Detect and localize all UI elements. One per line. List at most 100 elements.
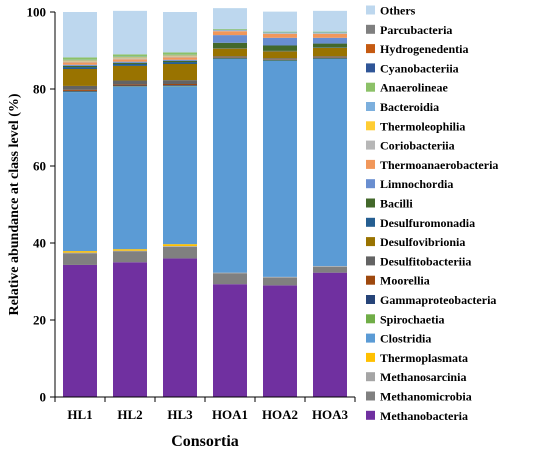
- bar-segment-limnochordia-hl1: [63, 65, 97, 66]
- legend-item-spirochaetia: Spirochaetia: [366, 312, 444, 326]
- bar-segment-bacteroidia-hl1: [63, 60, 97, 61]
- legend-swatch: [366, 237, 375, 246]
- legend-swatch: [366, 160, 375, 169]
- legend-label: Thermoplasmata: [380, 351, 468, 365]
- legend-swatch: [366, 141, 375, 150]
- legend-swatch: [366, 256, 375, 265]
- bar-segment-bacilli-hoa1: [213, 43, 247, 48]
- legend-label: Moorellia: [380, 274, 430, 288]
- bar-segment-others-hoa3: [313, 11, 347, 32]
- bar-segment-desulfitobacteriia-hoa2: [263, 58, 297, 59]
- bar-segment-clostridia-hoa3: [313, 59, 347, 266]
- bar-segment-desulfovibrionia-hl1: [63, 69, 97, 86]
- bar-segment-gammaproteobacteria-hoa3: [313, 58, 347, 59]
- bar-segment-desulfuromonadia-hl1: [63, 67, 97, 69]
- legend-item-clostridia: Clostridia: [366, 332, 431, 346]
- bar-segment-methanosarcinia-hoa1: [213, 273, 247, 274]
- bar-segment-clostridia-hl2: [113, 87, 147, 249]
- bar-segment-desulfovibrionia-hoa2: [263, 51, 297, 58]
- bar-segment-bacilli-hoa3: [313, 44, 347, 48]
- legend-swatch: [366, 353, 375, 362]
- bar-segment-methanobacteria-hl2: [113, 262, 147, 397]
- bar-segment-anaerolineae-hoa1: [213, 29, 247, 30]
- bar-segment-bacteroidia-hoa3: [313, 32, 347, 33]
- bar-segment-anaerolineae-hoa3: [313, 32, 347, 33]
- legend-swatch: [366, 6, 375, 15]
- legend-label: Methanosarcinia: [380, 370, 466, 384]
- bar-segment-desulfovibrionia-hoa1: [213, 49, 247, 57]
- bar-segment-coriobacteriia-hl3: [163, 56, 197, 57]
- legend-label: Spirochaetia: [380, 312, 444, 326]
- legend: OthersParcubacteriaHydrogenedentiaCyanob…: [366, 4, 498, 423]
- x-tick-label: HOA3: [312, 407, 349, 422]
- bar-segment-desulfovibrionia-hoa3: [313, 48, 347, 56]
- bar-segment-methanomicrobia-hl1: [63, 253, 97, 265]
- legend-item-hydrogenedentia: Hydrogenedentia: [366, 42, 468, 56]
- bar-segment-coriobacteriia-hoa3: [313, 33, 347, 34]
- legend-label: Bacilli: [380, 197, 413, 211]
- x-tick-label: HL1: [67, 407, 92, 422]
- bar-segment-bacilli-hl1: [63, 66, 97, 67]
- bar-segment-methanosarcinia-hl1: [63, 253, 97, 254]
- legend-item-cyanobacteriia: Cyanobacteriia: [366, 61, 459, 75]
- legend-label: Methanobacteria: [380, 409, 468, 423]
- legend-swatch: [366, 102, 375, 111]
- bar-segment-coriobacteriia-hl2: [113, 58, 147, 59]
- legend-label: Gammaproteobacteria: [380, 293, 496, 307]
- legend-label: Cyanobacteriia: [380, 61, 459, 75]
- legend-item-thermoplasmata: Thermoplasmata: [366, 351, 468, 365]
- legend-swatch: [366, 199, 375, 208]
- legend-swatch: [366, 411, 375, 420]
- legend-swatch: [366, 179, 375, 188]
- y-tick-label: 0: [40, 390, 47, 405]
- bar-segment-anaerolineae-hl1: [63, 57, 97, 59]
- bar-segment-methanobacteria-hl3: [163, 258, 197, 397]
- bar-segment-methanosarcinia-hoa2: [263, 277, 297, 278]
- bar-segment-desulfitobacteriia-hl3: [163, 80, 197, 84]
- y-tick-label: 20: [33, 313, 46, 328]
- x-tick-label: HL2: [117, 407, 142, 422]
- bar-segment-gammaproteobacteria-hoa1: [213, 58, 247, 59]
- legend-swatch: [366, 25, 375, 34]
- bar-segment-thermoleophilia-hl2: [113, 57, 147, 58]
- bar-segment-limnochordia-hl3: [163, 60, 197, 61]
- bar-segment-desulfitobacteriia-hoa1: [213, 56, 247, 57]
- bar-segment-bacilli-hoa2: [263, 46, 297, 51]
- bar-segment-desulfitobacteriia-hl2: [113, 81, 147, 85]
- legend-swatch: [366, 44, 375, 53]
- legend-label: Hydrogenedentia: [380, 42, 468, 56]
- bar-segment-limnochordia-hoa3: [313, 38, 347, 44]
- legend-label: Clostridia: [380, 332, 431, 346]
- legend-item-methanomicrobia: Methanomicrobia: [366, 390, 472, 404]
- legend-swatch: [366, 63, 375, 72]
- bar-segment-thermoanaerobacteria-hoa3: [313, 34, 347, 38]
- bar-segment-thermoplasmata-hl3: [163, 244, 197, 246]
- legend-item-desulfuromonadia: Desulfuromonadia: [366, 216, 475, 230]
- bar-segment-methanomicrobia-hoa2: [263, 278, 297, 286]
- bar-segment-limnochordia-hl2: [113, 62, 147, 63]
- legend-item-methanobacteria: Methanobacteria: [366, 409, 468, 423]
- legend-item-bacteroidia: Bacteroidia: [366, 100, 439, 114]
- bar-segment-limnochordia-hoa1: [213, 35, 247, 43]
- bar-segment-thermoplasmata-hl2: [113, 249, 147, 251]
- legend-swatch: [366, 121, 375, 130]
- legend-item-moorellia: Moorellia: [366, 274, 430, 288]
- legend-label: Desulfitobacteriia: [380, 254, 471, 268]
- legend-swatch: [366, 276, 375, 285]
- bar-segment-thermoplasmata-hl1: [63, 251, 97, 253]
- bar-segment-desulfitobacteriia-hl1: [63, 86, 97, 90]
- bar-segment-others-hoa1: [213, 8, 247, 29]
- bars-layer: [63, 8, 347, 397]
- legend-swatch: [366, 372, 375, 381]
- legend-label: Coriobacteriia: [380, 139, 455, 153]
- bar-segment-thermoanaerobacteria-hoa2: [263, 34, 297, 38]
- x-tick-label: HOA2: [262, 407, 298, 422]
- axes-layer: [55, 12, 355, 397]
- bar-segment-others-hl1: [63, 12, 97, 57]
- legend-label: Thermoanaerobacteria: [380, 158, 498, 172]
- bar-segment-moorellia-hl3: [163, 84, 197, 85]
- x-tick-label: HOA1: [212, 407, 248, 422]
- bar-segment-desulfitobacteriia-hoa3: [313, 56, 347, 57]
